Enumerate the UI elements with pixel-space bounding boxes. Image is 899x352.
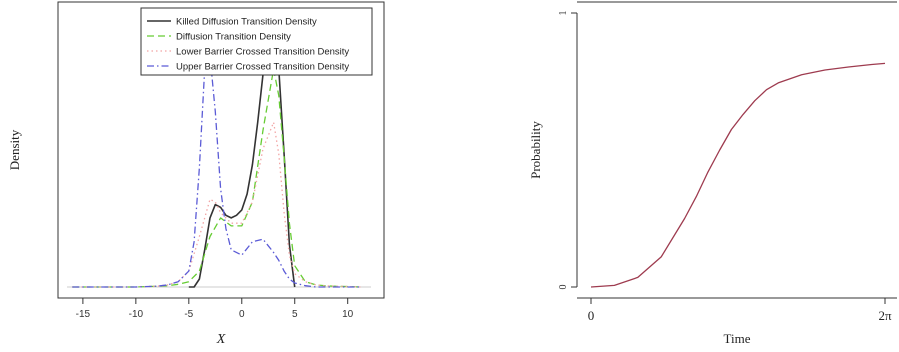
probability-chart: 0 1 0 2π Time Probability — [528, 1, 897, 346]
probability-axes: 0 1 0 2π — [558, 11, 892, 324]
probability-x-axis-label: Time — [724, 331, 751, 346]
density-x-axis-label: X — [216, 332, 226, 347]
density-legend-box — [140, 7, 373, 76]
probability-x-tick-label-0: 0 — [588, 308, 595, 323]
density-legend: Killed Diffusion Transition Density Diffu… — [140, 7, 373, 76]
density-y-axis-label: Density — [7, 129, 22, 170]
density-legend-items: Killed Diffusion Transition Density Diffu… — [147, 17, 349, 73]
probability-y-tick-label-1: 1 — [558, 11, 569, 16]
legend-label-1: Diffusion Transition Density — [176, 32, 291, 43]
legend-label-2: Lower Barrier Crossed Transition Density — [176, 47, 349, 58]
density-x-tick-label-5: 10 — [342, 309, 354, 320]
density-chart: -15 -10 -5 0 5 10 X Density Killed Diffusion … — [7, 1, 385, 347]
probability-y-axis-label: Probability — [528, 121, 543, 179]
density-x-axis: -15 -10 -5 0 5 10 — [76, 297, 354, 320]
density-series-line-3 — [72, 55, 361, 288]
density-x-tick-label-3: 0 — [239, 309, 245, 320]
density-x-tick-label-2: -5 — [184, 309, 193, 320]
density-x-tick-label-0: -15 — [76, 309, 91, 320]
probability-x-tick-label-1: 2π — [878, 308, 892, 323]
probability-series-line-0 — [590, 62, 886, 288]
density-x-tick-label-4: 5 — [292, 309, 298, 320]
density-series-line-2 — [72, 121, 361, 288]
legend-label-0: Killed Diffusion Transition Density — [176, 17, 317, 28]
probability-series-group — [590, 62, 886, 288]
legend-label-3: Upper Barrier Crossed Transition Density — [176, 62, 349, 73]
density-series-line-1 — [72, 68, 361, 288]
probability-y-tick-label-0: 0 — [558, 285, 569, 290]
density-x-tick-label-1: -10 — [129, 309, 144, 320]
